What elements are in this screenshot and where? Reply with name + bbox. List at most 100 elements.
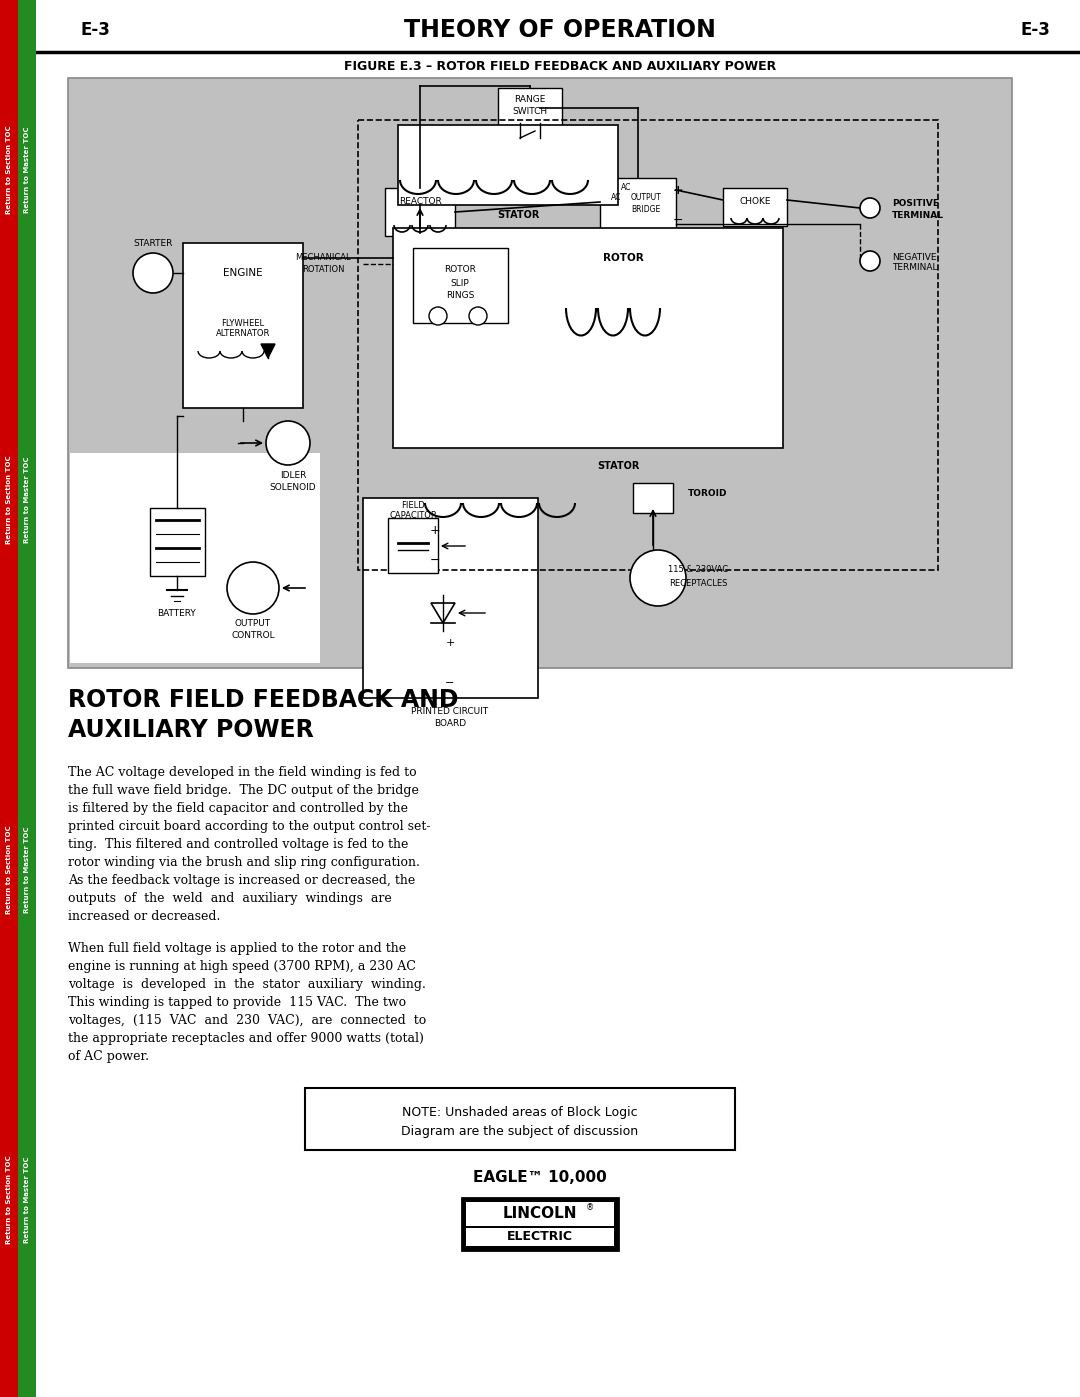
Text: the full wave field bridge.  The DC output of the bridge: the full wave field bridge. The DC outpu… xyxy=(68,784,419,798)
Text: FLYWHEEL: FLYWHEEL xyxy=(221,319,265,327)
Text: SWITCH: SWITCH xyxy=(512,108,548,116)
Text: Return to Master TOC: Return to Master TOC xyxy=(24,457,30,543)
Text: Diagram are the subject of discussion: Diagram are the subject of discussion xyxy=(402,1125,638,1139)
Text: SLIP: SLIP xyxy=(450,278,470,288)
Text: Return to Section TOC: Return to Section TOC xyxy=(6,455,12,545)
Text: STARTER: STARTER xyxy=(133,239,173,247)
Bar xyxy=(70,453,320,664)
Text: ROTOR: ROTOR xyxy=(603,253,644,263)
Bar xyxy=(723,189,787,226)
Text: RECEPTACLES: RECEPTACLES xyxy=(669,578,727,588)
Text: of AC power.: of AC power. xyxy=(68,1051,149,1063)
Text: ®: ® xyxy=(585,1203,594,1213)
Text: printed circuit board according to the output control set-: printed circuit board according to the o… xyxy=(68,820,431,833)
Text: BATTERY: BATTERY xyxy=(158,609,197,617)
Text: This winding is tapped to provide  115 VAC.  The two: This winding is tapped to provide 115 VA… xyxy=(68,996,406,1009)
Text: is filtered by the field capacitor and controlled by the: is filtered by the field capacitor and c… xyxy=(68,802,408,814)
Text: The AC voltage developed in the field winding is fed to: The AC voltage developed in the field wi… xyxy=(68,766,417,780)
Bar xyxy=(384,189,455,236)
Circle shape xyxy=(429,307,447,326)
Bar xyxy=(68,78,1012,668)
Text: E-3: E-3 xyxy=(1021,21,1050,39)
Text: EAGLE™ 10,000: EAGLE™ 10,000 xyxy=(473,1171,607,1185)
Text: +: + xyxy=(430,524,441,536)
Text: −: − xyxy=(430,553,441,567)
Text: THEORY OF OPERATION: THEORY OF OPERATION xyxy=(404,18,716,42)
Bar xyxy=(18,0,36,1397)
Text: STATOR: STATOR xyxy=(597,461,639,471)
Text: ting.  This filtered and controlled voltage is fed to the: ting. This filtered and controlled volta… xyxy=(68,838,408,851)
Bar xyxy=(413,249,508,323)
Text: Return to Section TOC: Return to Section TOC xyxy=(6,826,12,914)
Text: Return to Master TOC: Return to Master TOC xyxy=(24,127,30,214)
Bar xyxy=(363,497,538,698)
Bar xyxy=(305,1088,735,1150)
Circle shape xyxy=(860,198,880,218)
Text: E-3: E-3 xyxy=(80,21,110,39)
Text: CAPACITOR: CAPACITOR xyxy=(389,511,437,521)
Text: MECHANICAL: MECHANICAL xyxy=(295,253,351,263)
Text: voltage  is  developed  in  the  stator  auxiliary  winding.: voltage is developed in the stator auxil… xyxy=(68,978,426,990)
Circle shape xyxy=(266,420,310,465)
Text: Return to Master TOC: Return to Master TOC xyxy=(24,1157,30,1243)
Text: AC: AC xyxy=(611,194,621,203)
Bar xyxy=(183,243,303,408)
Circle shape xyxy=(469,307,487,326)
Text: TERMINAL: TERMINAL xyxy=(892,211,944,219)
Text: Return to Section TOC: Return to Section TOC xyxy=(6,1155,12,1245)
Text: −: − xyxy=(445,678,455,687)
Text: voltages,  (115  VAC  and  230  VAC),  are  connected  to: voltages, (115 VAC and 230 VAC), are con… xyxy=(68,1014,427,1027)
Circle shape xyxy=(860,251,880,271)
Text: POSITIVE: POSITIVE xyxy=(892,200,939,208)
Bar xyxy=(399,124,618,205)
Bar xyxy=(388,518,438,573)
Text: 115 & 230VAC: 115 & 230VAC xyxy=(667,566,728,574)
Text: engine is running at high speed (3700 RPM), a 230 AC: engine is running at high speed (3700 RP… xyxy=(68,960,416,972)
Text: OUTPUT: OUTPUT xyxy=(631,194,661,203)
Text: IDLER: IDLER xyxy=(280,472,307,481)
Bar xyxy=(498,88,562,126)
Text: PRINTED CIRCUIT: PRINTED CIRCUIT xyxy=(411,707,488,717)
Text: AC: AC xyxy=(621,183,631,193)
Text: When full field voltage is applied to the rotor and the: When full field voltage is applied to th… xyxy=(68,942,406,956)
Text: ROTOR FIELD FEEDBACK AND: ROTOR FIELD FEEDBACK AND xyxy=(68,687,459,712)
Bar xyxy=(36,0,1080,59)
Bar xyxy=(462,1199,618,1250)
Text: ALTERNATOR: ALTERNATOR xyxy=(216,330,270,338)
Text: RANGE: RANGE xyxy=(514,95,545,105)
Text: FIGURE E.3 – ROTOR FIELD FEEDBACK AND AUXILIARY POWER: FIGURE E.3 – ROTOR FIELD FEEDBACK AND AU… xyxy=(343,60,777,73)
Text: Return to Master TOC: Return to Master TOC xyxy=(24,827,30,914)
Text: +: + xyxy=(445,638,455,648)
Text: the appropriate receptacles and offer 9000 watts (total): the appropriate receptacles and offer 90… xyxy=(68,1032,423,1045)
Text: outputs  of  the  weld  and  auxiliary  windings  are: outputs of the weld and auxiliary windin… xyxy=(68,893,392,905)
Text: OUTPUT: OUTPUT xyxy=(235,619,271,629)
Bar xyxy=(0,0,18,1397)
Text: ROTOR: ROTOR xyxy=(444,265,476,274)
Circle shape xyxy=(630,550,686,606)
Text: LINCOLN: LINCOLN xyxy=(503,1207,577,1221)
Bar xyxy=(357,120,939,570)
Text: TERMINAL: TERMINAL xyxy=(892,264,937,272)
Text: SOLENOID: SOLENOID xyxy=(270,482,316,492)
Bar xyxy=(465,1201,615,1227)
Text: NOTE: Unshaded areas of Block Logic: NOTE: Unshaded areas of Block Logic xyxy=(402,1106,638,1119)
Text: BOARD: BOARD xyxy=(434,719,467,728)
Text: AUXILIARY POWER: AUXILIARY POWER xyxy=(68,718,314,742)
Text: ELECTRIC: ELECTRIC xyxy=(507,1231,573,1243)
Bar xyxy=(393,228,783,448)
Text: STATOR: STATOR xyxy=(497,210,539,219)
Text: +: + xyxy=(673,183,684,197)
Text: ENGINE: ENGINE xyxy=(224,268,262,278)
Circle shape xyxy=(133,253,173,293)
Bar xyxy=(633,483,673,513)
Text: −: − xyxy=(673,214,684,226)
Text: BRIDGE: BRIDGE xyxy=(632,204,661,214)
Circle shape xyxy=(227,562,279,615)
Text: TOROID: TOROID xyxy=(688,489,728,497)
Text: increased or decreased.: increased or decreased. xyxy=(68,909,220,923)
Text: CONTROL: CONTROL xyxy=(231,630,274,640)
Text: CHOKE: CHOKE xyxy=(739,197,771,205)
Text: RINGS: RINGS xyxy=(446,292,474,300)
Text: ROTATION: ROTATION xyxy=(301,265,345,274)
Bar xyxy=(600,177,676,236)
